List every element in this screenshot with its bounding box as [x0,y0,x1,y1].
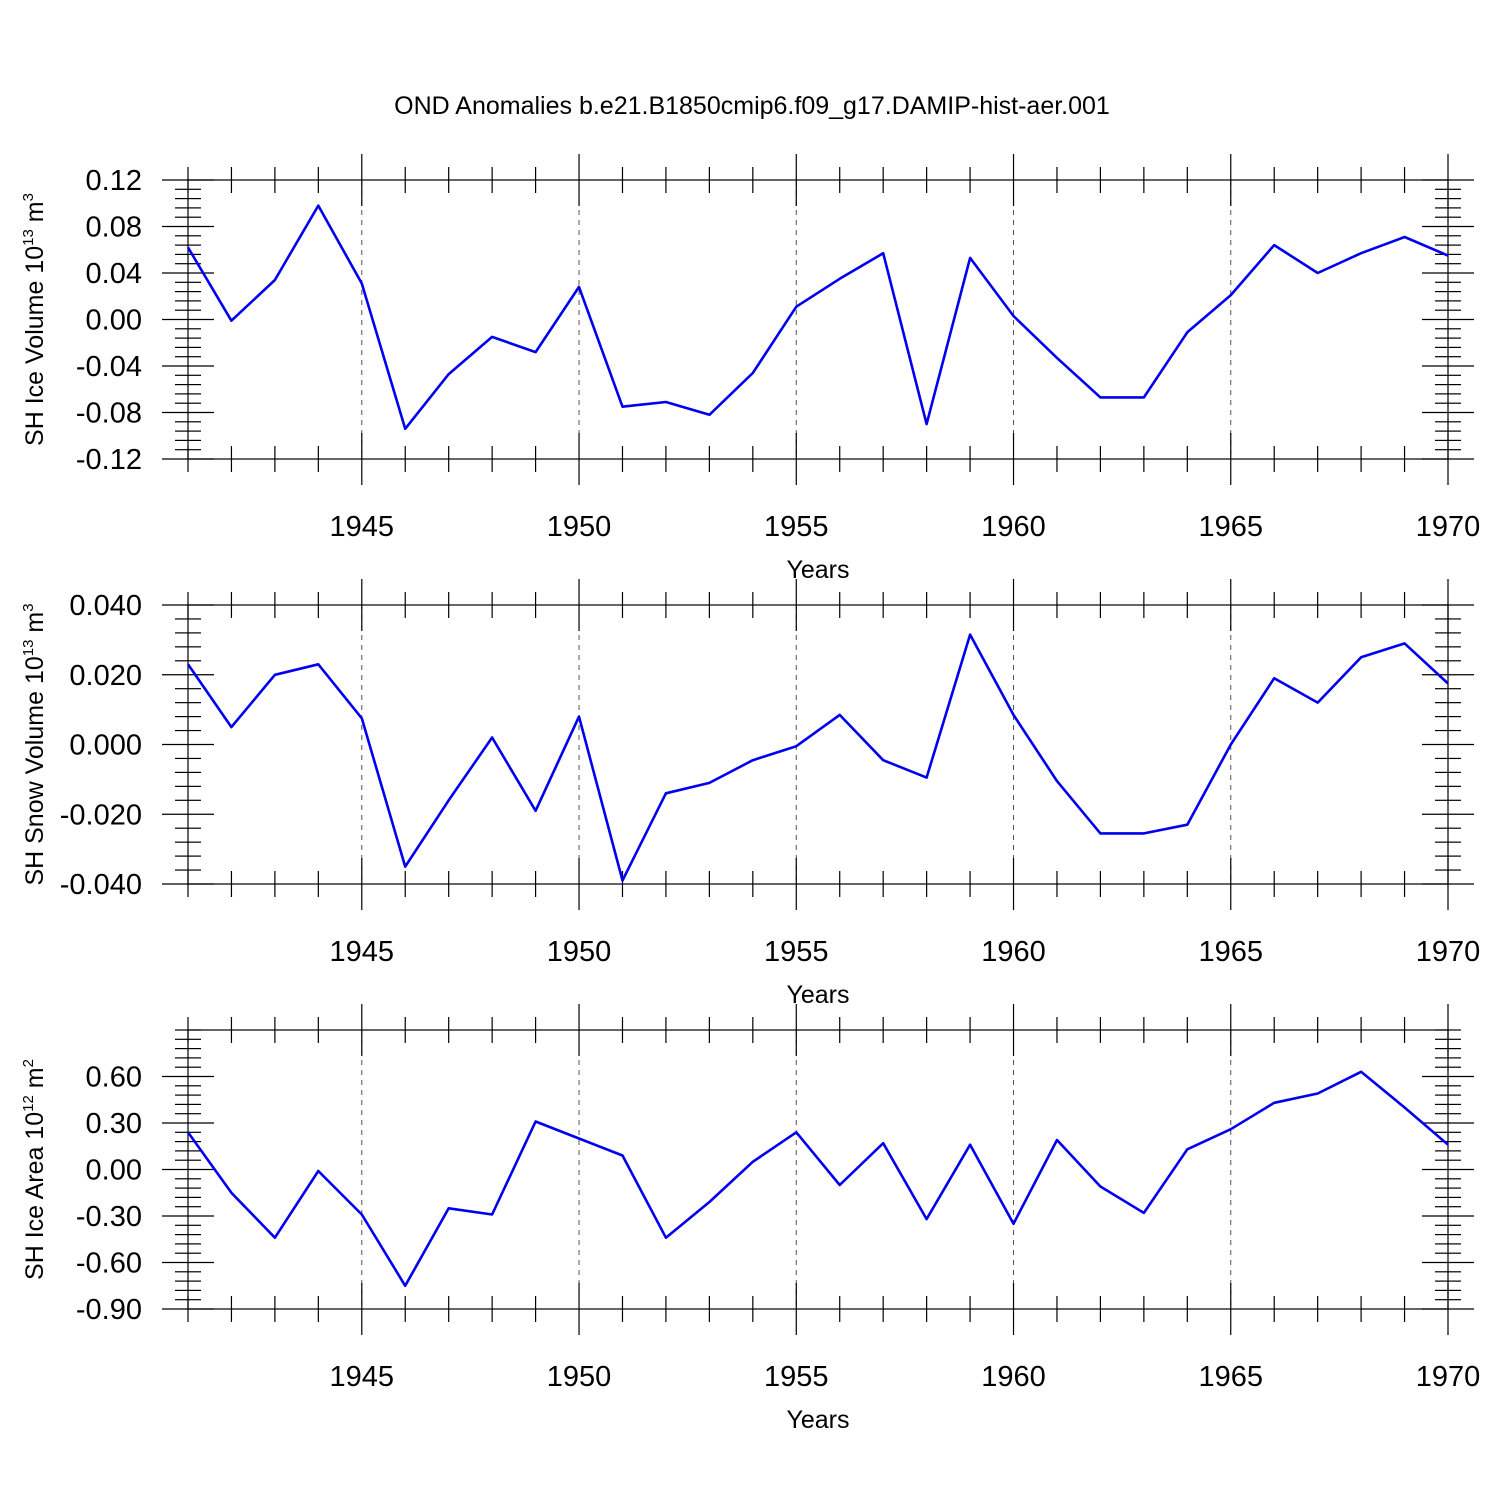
x-tick-label: 1955 [764,936,829,968]
y-axis-label: SH Snow Volume 1013 m3 [20,603,49,885]
panels: 0.12 0.08 0.04 0.00 -0.04 -0.08 -0.12 1945 1950 1… [20,154,1480,1434]
y-axis-label: SH Ice Volume 1013 m3 [20,193,49,446]
x-tick-label: 1970 [1416,936,1481,968]
x-tick-label: 1970 [1416,511,1481,543]
y-axis-label: SH Ice Area 1012 m2 [20,1059,49,1280]
x-tick-label: 1945 [330,511,395,543]
y-tick-label: 0.04 [86,258,142,290]
y-tick-label: -0.020 [60,799,142,831]
y-tick-label: -0.04 [76,351,142,383]
x-tick-label: 1965 [1199,936,1264,968]
y-axis-label-text: SH Snow Volume 10 [21,656,49,885]
panel-3: 0.60 0.30 0.00 -0.30 -0.60 -0.90 1945 1950 1955 1… [20,1004,1480,1434]
y-axis-label-text: SH Ice Volume 10 [21,246,49,446]
plot-frame [187,179,1449,460]
y-tick-label: -0.12 [76,444,142,476]
y-axis-label-text: m [21,612,49,640]
x-tick-label: 1960 [981,1361,1046,1393]
x-axis-label: Years [786,1406,849,1434]
y-axis-label-superscript: 2 [20,1059,37,1067]
x-tick-label: 1950 [547,511,612,543]
y-axis-label-superscript: 12 [20,1095,37,1112]
y-tick-label: 0.000 [69,730,142,762]
y-tick-label: 0.12 [86,165,142,197]
y-axis-label-superscript: 13 [20,640,37,657]
y-axis-label-text: m [21,201,49,229]
x-tick-label: 1950 [547,936,612,968]
x-tick-label: 1945 [330,1361,395,1393]
y-tick-label: 0.00 [86,305,142,337]
series-line [186,1070,1449,1288]
y-tick-label: -0.90 [76,1294,142,1326]
panel-2: 0.040 0.020 0.000 -0.020 -0.040 1945 1950 1955 1… [20,579,1480,1009]
x-tick-label: 1965 [1199,511,1264,543]
y-tick-label: -0.040 [60,869,142,901]
y-tick-label: 0.040 [69,590,142,622]
panel-1: 0.12 0.08 0.04 0.00 -0.04 -0.08 -0.12 1945 1950 1… [20,154,1480,584]
series-line [186,633,1449,882]
y-tick-label: 0.020 [69,660,142,692]
x-tick-label: 1960 [981,936,1046,968]
y-tick-label: 0.08 [86,212,142,244]
x-tick-label: 1955 [764,1361,829,1393]
y-axis-label-text: SH Ice Area 10 [21,1112,49,1280]
y-axis-label-superscript: 3 [20,603,37,611]
x-tick-label: 1955 [764,511,829,543]
y-tick-label: 0.60 [86,1062,142,1094]
y-axis-label-text: m [21,1067,49,1095]
series-line [186,204,1449,431]
y-axis-label-superscript: 3 [20,193,37,201]
y-tick-label: 0.30 [86,1108,142,1140]
x-tick-label: 1960 [981,511,1046,543]
x-axis-label: Years [786,981,849,1009]
plot-frame [187,1029,1449,1310]
x-tick-label: 1945 [330,936,395,968]
figure-title: OND Anomalies b.e21.B1850cmip6.f09_g17.D… [394,92,1110,120]
x-tick-label: 1970 [1416,1361,1481,1393]
y-tick-label: -0.60 [76,1248,142,1280]
y-axis-label-superscript: 13 [20,229,37,246]
x-tick-label: 1965 [1199,1361,1264,1393]
x-axis-label: Years [786,556,849,584]
y-tick-label: -0.30 [76,1201,142,1233]
plot-frame [187,604,1449,885]
y-tick-label: -0.08 [76,398,142,430]
x-tick-label: 1950 [547,1361,612,1393]
y-tick-label: 0.00 [86,1155,142,1187]
